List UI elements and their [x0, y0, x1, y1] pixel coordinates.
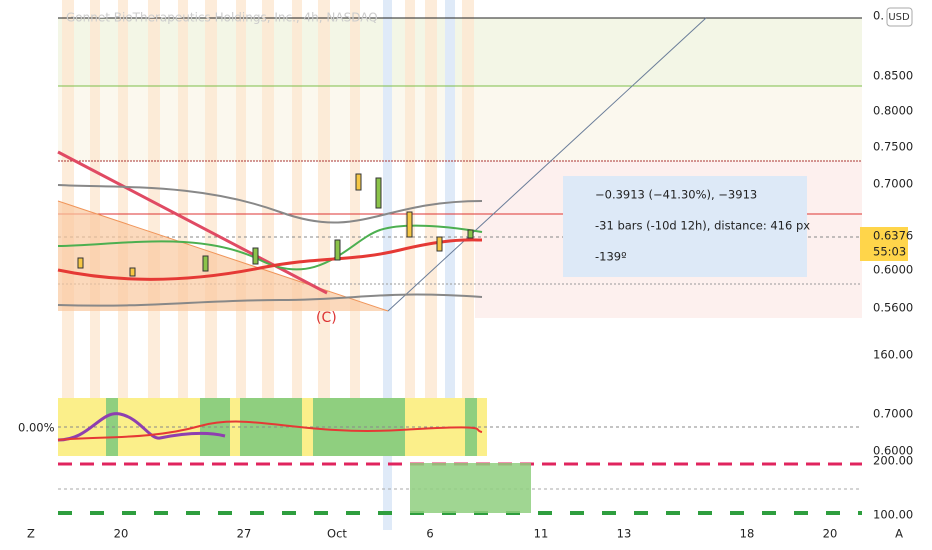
price-label: 0.7000: [873, 177, 913, 191]
indicator-label: 0.00%: [18, 421, 55, 435]
time-label: 20: [823, 527, 838, 541]
price-axis: 0. 0.8500 0.8000 0.7500 0.7000 0.6000 0.5600 16…: [873, 9, 913, 522]
price-label: 0.6000: [873, 444, 913, 458]
countdown: 55:03: [873, 245, 906, 259]
price-label: 100.00: [873, 508, 913, 522]
measure-bars: -31 bars (-10d 12h), distance: 416 px: [595, 219, 810, 233]
price-label: 0.8500: [873, 69, 913, 83]
price-label: 0.5600: [873, 301, 913, 315]
measure-price: −0.3913 (−41.30%), −3913: [595, 188, 757, 202]
time-label: Oct: [327, 527, 347, 541]
drawings: [57, 17, 707, 312]
wave-label: (C): [316, 310, 337, 326]
price-label: 160.00: [873, 348, 913, 362]
auto-button[interactable]: A: [895, 527, 903, 541]
time-label: 13: [617, 527, 632, 541]
time-label: 27: [237, 527, 252, 541]
indicator-panel: [57, 398, 862, 515]
price-label: 0.7500: [873, 140, 913, 154]
time-axis: 20 27 Oct 6 11 13 18 20: [114, 527, 838, 541]
time-label: 6: [426, 527, 433, 541]
last-price-box: [860, 227, 908, 261]
measure-angle: -139º: [595, 250, 627, 264]
zoom-button[interactable]: Z: [27, 527, 35, 541]
time-label: 18: [740, 527, 755, 541]
time-label: 11: [534, 527, 549, 541]
measure-box: [563, 176, 807, 277]
last-price: 0.6376: [873, 229, 913, 243]
time-label: 20: [114, 527, 129, 541]
price-label: 0.: [873, 9, 884, 23]
price-label: 200.00: [873, 454, 913, 468]
currency: USD: [888, 12, 910, 23]
price-label: 0.7000: [873, 407, 913, 421]
symbol-title: Gonnet BioTherapeutics Holdings, Inc., 4…: [66, 11, 378, 25]
price-label: 0.6000: [873, 263, 913, 277]
currency-box: [886, 7, 913, 27]
price-label: 0.8000: [873, 104, 913, 118]
